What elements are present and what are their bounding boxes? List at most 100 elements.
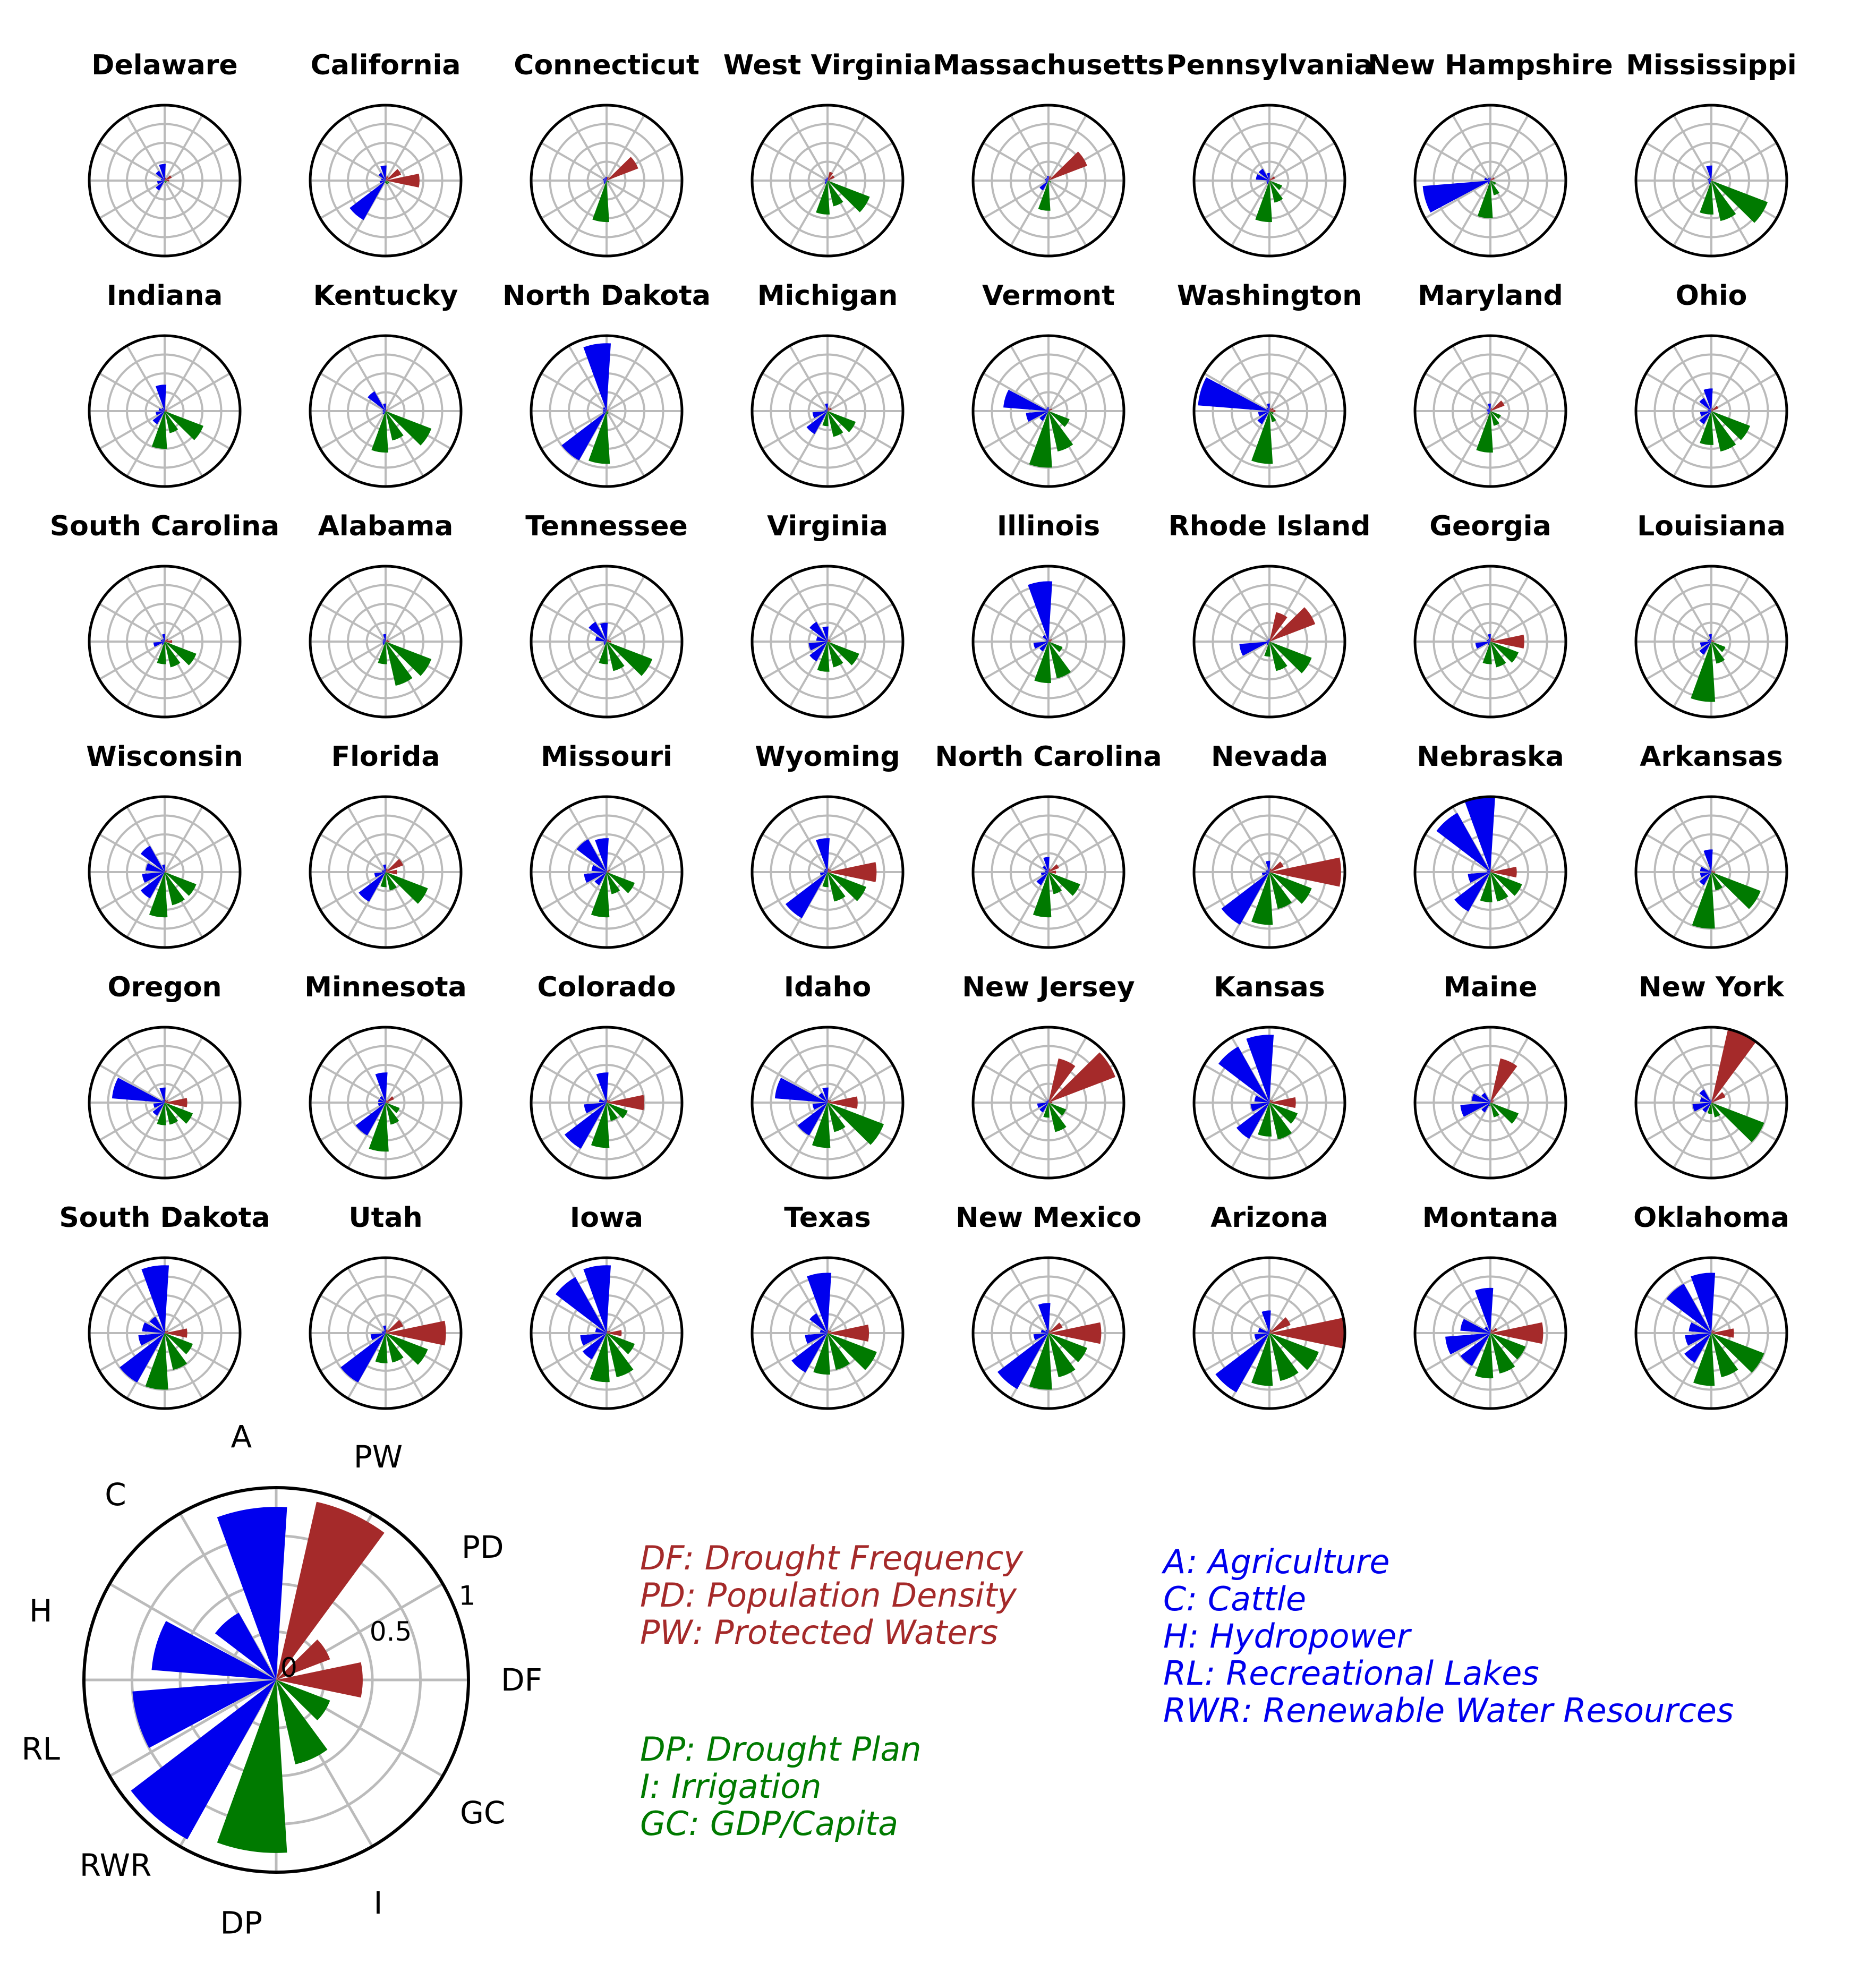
state-florida-spoke-6 (320, 833, 387, 873)
state-connecticut-bar-gc (607, 181, 610, 183)
state-alabama-spoke-8 (320, 641, 387, 680)
state-maine-polar-axes (1413, 1026, 1567, 1180)
state-illinois-frame (971, 565, 1125, 719)
state-arizona-spoke-8 (1204, 1332, 1270, 1372)
state-louisiana-bar-c (1709, 639, 1711, 642)
state-washington-bar-rwr (1257, 411, 1269, 424)
state-pennsylvania-spoke-9 (1231, 180, 1270, 246)
state-california-spoke-5 (347, 115, 387, 182)
state-colorado-spoke-8 (541, 1102, 608, 1141)
state-south-dakota-bar-a (141, 1265, 169, 1333)
state-wyoming-bar-pd (828, 869, 831, 872)
state-maryland-bar-gc (1490, 411, 1501, 419)
state-washington-bar-df (1269, 409, 1276, 413)
state-new-jersey-title: New Jersey (962, 971, 1135, 1003)
state-utah-polar-axes (309, 1256, 463, 1410)
state-california-spoke-11 (385, 180, 424, 246)
state-washington-title: Washington (1177, 280, 1362, 312)
state-vermont-bar-c (1046, 408, 1048, 411)
state-mississippi-bar-pd (1711, 179, 1713, 181)
state-michigan-title: Michigan (757, 280, 898, 312)
state-wisconsin-spoke-6 (99, 833, 166, 873)
state-washington-bar-dp (1251, 411, 1273, 464)
state-oregon-bar-c (162, 1100, 165, 1103)
state-west-virginia-bar-c (825, 178, 828, 181)
state-kentucky-bar-i (386, 411, 404, 441)
state-ohio-frame (1634, 334, 1788, 488)
legend-red-entry-1: DF: Drought Frequency (640, 1539, 1024, 1577)
state-indiana-spoke-5 (126, 345, 166, 412)
state-iowa-spoke-6 (541, 1294, 608, 1334)
state-nebraska-bar-gc (1490, 872, 1522, 896)
state-new-mexico-bar-rl (1033, 1333, 1048, 1341)
state-massachusetts-title: Massachusetts (933, 49, 1164, 81)
state-minnesota-polar-axes (309, 1026, 463, 1180)
state-maine-spoke-5 (1452, 1037, 1491, 1104)
state-colorado-bar-dp (591, 1103, 610, 1148)
state-kansas-bar-i (1269, 1103, 1292, 1140)
reference-axis-label-rwr: RWR (80, 1847, 152, 1883)
state-arizona-polar-axes (1192, 1256, 1346, 1410)
state-montana-bar-a (1474, 1287, 1494, 1333)
state-kansas-bar-df (1269, 1097, 1296, 1108)
state-oklahoma-bar-h (1689, 1322, 1711, 1333)
state-washington-spoke-3 (1268, 345, 1308, 412)
state-colorado-bar-rl (584, 1103, 607, 1114)
state-oklahoma-spoke-3 (1710, 1267, 1750, 1334)
state-arizona-bar-gc (1269, 1333, 1319, 1370)
state-utah-spoke-3 (385, 1267, 424, 1334)
state-south-carolina-spoke-5 (126, 576, 166, 643)
state-kansas-bar-rwr (1236, 1103, 1269, 1139)
state-arkansas-bar-i (1711, 872, 1723, 891)
state-ohio-spoke-6 (1645, 372, 1712, 412)
state-virginia-bar-h (816, 636, 828, 642)
state-maryland-bar-h (1486, 409, 1490, 411)
state-washington-spoke-8 (1204, 410, 1270, 450)
reference-bar-rl (132, 1680, 276, 1748)
state-oklahoma-bar-rl (1685, 1333, 1711, 1346)
state-oregon-bar-rwr (152, 1103, 165, 1116)
state-nebraska-bar-c (1436, 813, 1490, 872)
legend-blue-entry-5: RWR: Renewable Water Resources (1163, 1691, 1734, 1730)
state-oklahoma-bar-pd (1711, 1330, 1715, 1333)
state-louisiana-bar-i (1711, 642, 1725, 664)
state-new-hampshire-spoke-12 (1489, 180, 1556, 219)
state-minnesota-spoke-2 (385, 1064, 451, 1104)
state-south-carolina-bar-a (162, 634, 165, 642)
state-connecticut-bar-h (602, 178, 607, 181)
legend-green-entry-2: I: Irrigation (640, 1767, 821, 1806)
state-virginia-spoke-6 (762, 603, 829, 643)
state-missouri-bar-a (595, 838, 609, 872)
state-massachusetts-bar-rl (1045, 181, 1048, 182)
state-wisconsin-bar-dp (149, 872, 168, 918)
state-kentucky-title: Kentucky (313, 280, 458, 312)
state-wyoming-bar-c (824, 868, 828, 872)
state-ohio-bar-gc (1711, 411, 1750, 440)
state-tennessee-spoke-6 (541, 603, 608, 643)
state-louisiana-bar-a (1709, 634, 1712, 642)
state-new-mexico-title: New Mexico (956, 1202, 1141, 1234)
state-washington-bar-h (1198, 377, 1269, 411)
state-washington-bar-i (1269, 411, 1276, 422)
state-arkansas-spoke-5 (1673, 806, 1712, 873)
state-delaware-spoke-3 (164, 115, 203, 182)
state-california-bar-a (380, 165, 387, 181)
state-nebraska-polar-axes (1413, 795, 1567, 949)
state-colorado-bar-df (607, 1095, 644, 1111)
state-utah-bar-c (383, 1330, 386, 1333)
state-ohio-bar-a (1703, 388, 1713, 411)
state-michigan-bar-pw (828, 407, 830, 411)
state-california-spoke-12 (385, 180, 451, 219)
state-minnesota-spoke-3 (385, 1037, 424, 1104)
state-arizona-spoke-5 (1231, 1267, 1270, 1334)
state-vermont-bar-pw (1048, 408, 1050, 411)
state-nebraska-bar-rwr (1454, 872, 1490, 912)
state-washington-spoke-12 (1268, 410, 1335, 450)
state-utah-bar-pw (386, 1329, 388, 1333)
state-north-carolina-bar-gc (1048, 872, 1080, 896)
state-alabama-bar-a (383, 634, 386, 642)
state-kansas-title: Kansas (1214, 971, 1325, 1003)
state-california-spoke-3 (385, 115, 424, 182)
state-washington-bar-pw (1269, 408, 1272, 411)
